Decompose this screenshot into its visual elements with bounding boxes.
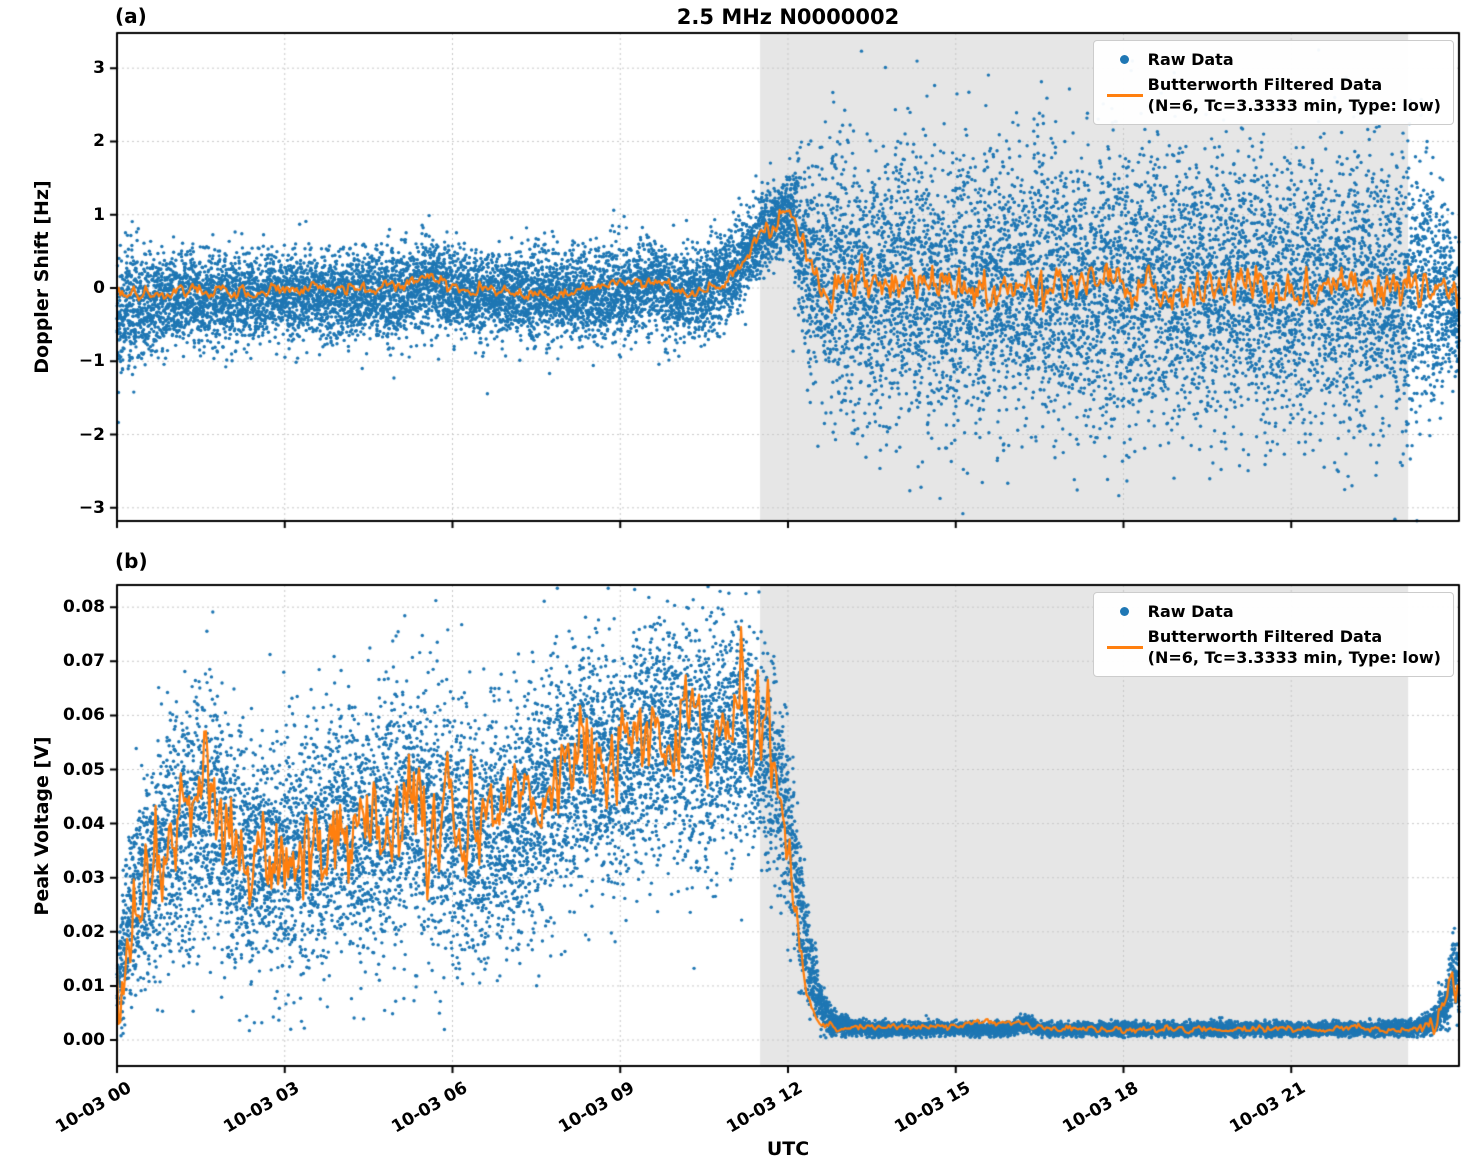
y-tick-label: 0.03 [63, 867, 105, 888]
legend-filtered-params: (N=6, Tc=3.3333 min, Type: low) [1147, 648, 1441, 668]
y-tick-label: 0.00 [63, 1030, 105, 1051]
legend-entry-filtered: Butterworth Filtered Data (N=6, Tc=3.333… [1102, 626, 1441, 668]
y-tick-label: 3 [93, 58, 105, 79]
y-tick-label: 0.08 [63, 597, 105, 618]
legend-raw-label: Raw Data [1147, 50, 1234, 69]
legend-raw-label: Raw Data [1147, 602, 1234, 621]
filtered-line-marker-swatch [1102, 93, 1148, 97]
legend-entry-raw: Raw Data [1102, 49, 1441, 70]
legend-filtered-params: (N=6, Tc=3.3333 min, Type: low) [1147, 96, 1441, 116]
y-tick-label: −1 [78, 351, 105, 372]
raw-data-dot-icon [1120, 55, 1130, 65]
legend-entry-filtered: Butterworth Filtered Data (N=6, Tc=3.333… [1102, 74, 1441, 116]
y-tick-label: −3 [78, 497, 105, 518]
raw-data-marker-swatch [1102, 55, 1148, 65]
y-tick-label: 0.07 [63, 651, 105, 672]
y-tick-label: 0.04 [63, 813, 105, 834]
legend-panel-b: Raw Data Butterworth Filtered Data (N=6,… [1092, 592, 1454, 678]
filtered-line-marker-swatch [1102, 645, 1148, 649]
legend-entry-raw: Raw Data [1102, 601, 1441, 622]
legend-filtered-label: Butterworth Filtered Data [1147, 627, 1383, 647]
x-axis-label: UTC [766, 1138, 810, 1160]
filtered-line-icon [1106, 93, 1143, 97]
y-tick-label: 0 [93, 277, 105, 298]
legend-filtered-label: Butterworth Filtered Data [1147, 75, 1383, 95]
raw-data-marker-swatch [1102, 607, 1148, 617]
y-tick-label: 0.05 [63, 759, 105, 780]
panel-a-label: (a) [115, 4, 147, 28]
raw-data-dot-icon [1120, 607, 1130, 617]
panel-b-label: (b) [115, 549, 148, 573]
y-tick-label: −2 [78, 424, 105, 445]
y-tick-label: 0.02 [63, 921, 105, 942]
legend-panel-a: Raw Data Butterworth Filtered Data (N=6,… [1092, 40, 1454, 126]
y-tick-label: 2 [93, 131, 105, 152]
filtered-line-icon [1106, 645, 1143, 649]
y-tick-label: 0.01 [63, 975, 105, 996]
y-tick-label: 1 [93, 204, 105, 225]
y-tick-label: 0.06 [63, 705, 105, 726]
chart-title: 2.5 MHz N0000002 [676, 5, 900, 29]
